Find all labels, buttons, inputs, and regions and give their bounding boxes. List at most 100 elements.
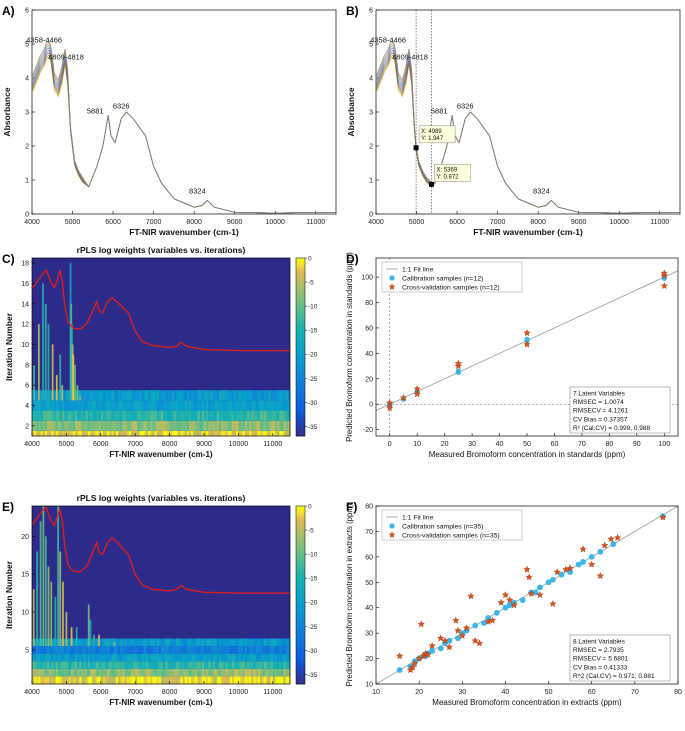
heatmap-cell — [122, 420, 125, 431]
heatmap-cell — [195, 676, 198, 684]
heatmap-cell — [98, 420, 102, 431]
heatmap-cell — [227, 668, 231, 677]
heatmap-cell — [115, 668, 119, 677]
heatmap-cell — [53, 390, 56, 401]
heatmap-cell — [173, 646, 177, 654]
colorbar-segment — [296, 592, 305, 596]
heatmap-cell — [253, 638, 256, 647]
heatmap-cell — [75, 668, 78, 677]
heatmap-cell — [120, 646, 123, 654]
heatmap-cell — [225, 638, 228, 647]
heatmap-cell — [219, 638, 222, 647]
colorbar-segment — [296, 633, 305, 637]
heatmap-cell — [227, 410, 231, 421]
heatmap-cell — [158, 653, 162, 662]
heatmap-cell — [85, 653, 89, 662]
x-tick-label: 30 — [458, 689, 466, 696]
heatmap-cell — [128, 400, 132, 411]
heatmap-cell — [75, 661, 78, 669]
x-tick-label: 10000 — [265, 219, 285, 226]
heatmap-cell — [173, 661, 177, 669]
heatmap-cell — [266, 400, 269, 411]
heatmap-cell — [236, 638, 239, 647]
heatmap-cell — [193, 420, 196, 431]
heatmap-cell — [251, 638, 254, 647]
heatmap-cell — [163, 661, 166, 669]
heatmap-cell — [59, 638, 63, 647]
heatmap-cell — [49, 430, 52, 436]
colorbar-segment — [296, 639, 305, 643]
heatmap-cell — [122, 676, 125, 684]
colorbar-segment — [296, 290, 305, 294]
plot-frame — [31, 257, 291, 437]
heatmap-cell — [277, 390, 280, 401]
heatmap-cell — [259, 420, 263, 431]
heatmap-cell — [247, 420, 250, 431]
heatmap-cell — [92, 400, 95, 411]
heatmap-cell — [118, 676, 121, 684]
heatmap-cell — [184, 646, 188, 654]
heatmap-cell — [227, 646, 231, 654]
heatmap-cell — [173, 430, 177, 436]
heatmap-cell — [234, 668, 237, 677]
heatmap-cell — [75, 653, 78, 662]
heatmap-cell — [161, 400, 164, 411]
heatmap-cell — [70, 430, 74, 436]
y-tick-label: 14 — [21, 301, 29, 308]
y-tick-label: 40 — [365, 605, 373, 612]
colorbar-tick-label: -15 — [308, 576, 318, 583]
heatmap-cell — [236, 661, 239, 669]
heatmap-cell — [259, 430, 263, 436]
heatmap-cell — [156, 676, 160, 684]
heatmap-cell — [197, 668, 200, 677]
heatmap-cell — [236, 646, 239, 654]
heatmap-cell — [79, 676, 82, 684]
colorbar-segment — [296, 532, 305, 537]
heatmap-cell — [165, 676, 168, 684]
heatmap-cell — [124, 653, 127, 662]
x-tick-label: 4000 — [24, 219, 40, 226]
heatmap-cell — [128, 410, 132, 421]
heatmap-cell — [178, 410, 181, 421]
heatmap-cell — [214, 653, 218, 662]
heatmap-cell — [124, 661, 127, 669]
heatmap-cell — [281, 420, 284, 431]
heatmap-cell — [96, 430, 99, 436]
heatmap-cell — [173, 638, 177, 647]
heatmap-cell — [247, 430, 250, 436]
colorbar-segment — [296, 361, 305, 366]
heatmap-cell — [227, 400, 231, 411]
heatmap-cell — [285, 646, 289, 654]
heatmap-cell — [199, 653, 203, 662]
colorbar-tick-label: -10 — [308, 304, 318, 311]
colorbar-segment — [296, 385, 305, 389]
heatmap-cell — [145, 430, 149, 436]
heatmap-cell — [193, 646, 196, 654]
heatmap-cell — [272, 646, 276, 654]
heatmap-cell — [206, 646, 209, 654]
heatmap-cell — [255, 638, 259, 647]
heatmap-cell — [85, 661, 89, 669]
heatmap-cell — [130, 420, 134, 431]
heatmap-cell — [59, 646, 63, 654]
heatmap-cell — [53, 646, 56, 654]
x-tick-label: 70 — [578, 441, 586, 448]
y-axis-label: Predicted Bromoform concentration in ext… — [345, 503, 354, 686]
heatmap-streak — [55, 374, 58, 401]
heatmap-cell — [225, 661, 228, 669]
heatmap-cell — [96, 661, 99, 669]
heatmap-cell — [208, 410, 211, 421]
stats-line: 7 Latent Variables — [573, 391, 626, 398]
heatmap-cell — [137, 646, 140, 654]
heatmap-cell — [120, 661, 123, 669]
colorbar-tick-label: -5 — [308, 280, 314, 287]
heatmap-cell — [57, 646, 61, 654]
heatmap-streak — [61, 385, 64, 401]
heatmap-streak — [42, 506, 45, 647]
heatmap-cell — [188, 420, 192, 431]
colorbar-segment — [296, 589, 305, 593]
heatmap-cell — [272, 400, 276, 411]
x-tick-label: 0 — [388, 441, 392, 448]
heatmap-cell — [201, 420, 205, 431]
heatmap-cell — [158, 420, 162, 431]
